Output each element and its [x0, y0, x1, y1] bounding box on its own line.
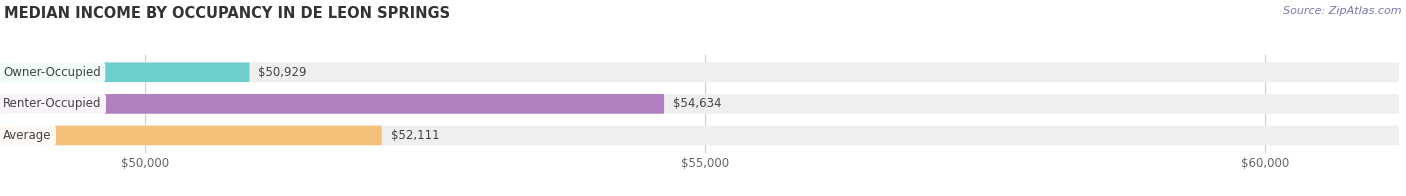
Text: MEDIAN INCOME BY OCCUPANCY IN DE LEON SPRINGS: MEDIAN INCOME BY OCCUPANCY IN DE LEON SP… [4, 6, 450, 21]
Text: $54,634: $54,634 [673, 97, 721, 110]
FancyBboxPatch shape [0, 126, 1399, 145]
FancyBboxPatch shape [0, 94, 1399, 114]
Text: Source: ZipAtlas.com: Source: ZipAtlas.com [1284, 6, 1402, 16]
FancyBboxPatch shape [0, 63, 249, 82]
FancyBboxPatch shape [0, 63, 1399, 82]
Text: $50,929: $50,929 [259, 66, 307, 79]
FancyBboxPatch shape [0, 94, 664, 114]
FancyBboxPatch shape [0, 126, 382, 145]
Text: Average: Average [3, 129, 52, 142]
Text: $52,111: $52,111 [391, 129, 439, 142]
Text: Owner-Occupied: Owner-Occupied [3, 66, 101, 79]
Text: Renter-Occupied: Renter-Occupied [3, 97, 101, 110]
